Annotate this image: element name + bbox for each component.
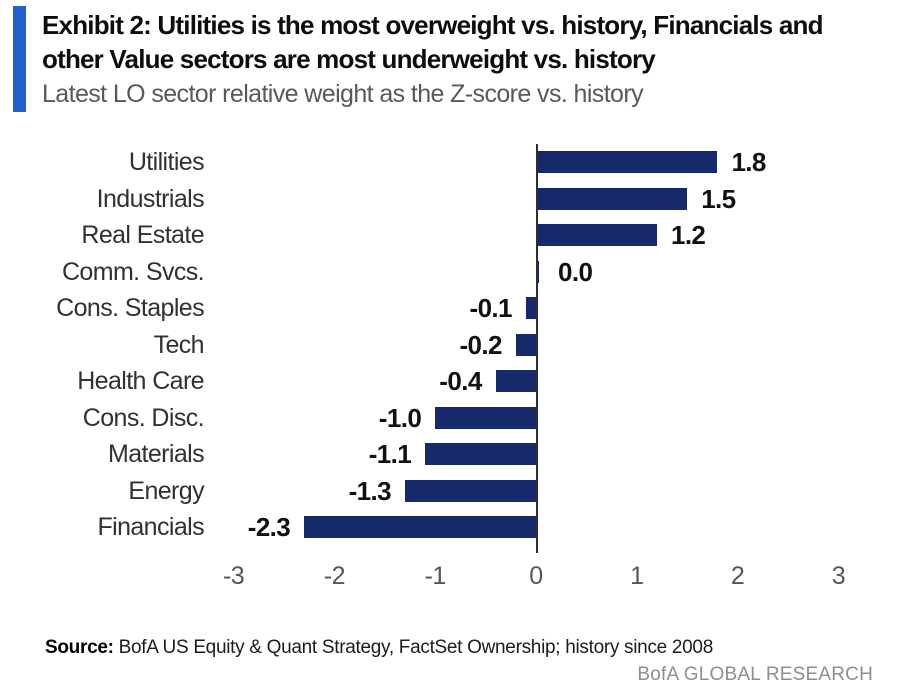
chart-row: Industrials 1.5 xyxy=(0,181,870,218)
chart-row: Comm. Svcs. 0.0 xyxy=(0,254,870,291)
bofa-global-research-brand: BofA GLOBAL RESEARCH xyxy=(637,664,873,685)
value-label: 0.0 xyxy=(558,256,593,287)
value-label: 1.5 xyxy=(701,183,736,214)
chart-row: Real Estate 1.2 xyxy=(0,217,870,254)
bar-chart: Utilities 1.8 Industrials 1.5 Real Estate 1.2… xyxy=(0,144,870,553)
plot-cell: 1.5 xyxy=(210,181,865,218)
zero-axis-line xyxy=(536,144,538,553)
bar xyxy=(536,187,688,210)
value-label: 1.8 xyxy=(731,147,766,177)
x-tick-label: -1 xyxy=(424,562,447,590)
chart-row: Financials -2.3 xyxy=(0,509,870,546)
chart-row: Cons. Staples -0.1 xyxy=(0,290,870,327)
plot-cell: -2.3 xyxy=(210,509,865,546)
value-label: -1.3 xyxy=(348,475,392,506)
x-tick-label: 1 xyxy=(630,562,644,590)
plot-cell: 1.2 xyxy=(210,217,865,254)
chart-row: Energy -1.3 xyxy=(0,473,870,510)
value-label: -2.3 xyxy=(247,512,291,542)
value-label: -1.1 xyxy=(368,439,412,469)
chart-row: Materials -1.1 xyxy=(0,436,870,473)
source-label: Source: xyxy=(45,637,114,658)
source-text: BofA US Equity & Quant Strategy, FactSet… xyxy=(113,637,714,658)
bar xyxy=(515,333,536,356)
bar xyxy=(404,479,536,502)
exhibit-title: Exhibit 2: Utilities is the most overwei… xyxy=(42,10,823,74)
value-label: -0.2 xyxy=(459,329,502,360)
bar xyxy=(435,406,536,429)
source-note: Source: BofA US Equity & Quant Strategy,… xyxy=(45,637,713,659)
category-label: Industrials xyxy=(96,184,205,213)
plot-cell: -1.0 xyxy=(210,400,865,437)
category-label: Tech xyxy=(153,330,205,359)
bar xyxy=(425,443,536,465)
category-label: Energy xyxy=(128,476,204,505)
category-label: Cons. Disc. xyxy=(82,403,205,432)
value-label: 1.2 xyxy=(670,220,706,250)
category-label: Financials xyxy=(97,513,204,541)
category-label: Real Estate xyxy=(81,221,204,249)
exhibit-subtitle: Latest LO sector relative weight as the … xyxy=(42,80,644,108)
exhibit-accent-bar xyxy=(13,6,26,112)
chart-row: Health Care -0.4 xyxy=(0,363,870,400)
category-label: Comm. Svcs. xyxy=(61,257,205,286)
bar xyxy=(495,370,536,392)
plot-cell: -0.2 xyxy=(210,327,865,364)
value-label: -0.1 xyxy=(469,293,513,323)
plot-cell: -0.1 xyxy=(210,290,865,327)
plot-cell: -0.4 xyxy=(210,363,865,400)
x-tick-label: -2 xyxy=(323,562,346,590)
bar xyxy=(525,297,536,319)
chart-row: Tech -0.2 xyxy=(0,327,870,364)
bar xyxy=(304,516,536,538)
category-label: Utilities xyxy=(128,148,205,176)
x-tick-label: 2 xyxy=(730,562,745,590)
chart-row: Cons. Disc. -1.0 xyxy=(0,400,870,437)
value-label: -1.0 xyxy=(378,402,422,433)
exhibit-header: Exhibit 2: Utilities is the most overwei… xyxy=(42,8,854,109)
plot-cell: -1.3 xyxy=(210,473,865,510)
plot-cell: -1.1 xyxy=(210,436,865,473)
bar xyxy=(536,224,657,246)
chart-row: Utilities 1.8 xyxy=(0,144,870,181)
x-tick-label: 0 xyxy=(529,562,543,590)
category-label: Cons. Staples xyxy=(56,294,204,322)
x-axis-ticks: -3 -2 -1 0 1 2 3 xyxy=(0,560,870,592)
x-tick-label: -3 xyxy=(222,562,245,590)
plot-cell: 1.8 xyxy=(210,144,865,181)
category-label: Materials xyxy=(107,440,205,468)
value-label: -0.4 xyxy=(439,366,482,396)
x-tick-label: 3 xyxy=(831,562,846,590)
bar xyxy=(536,151,718,173)
category-label: Health Care xyxy=(77,367,204,395)
